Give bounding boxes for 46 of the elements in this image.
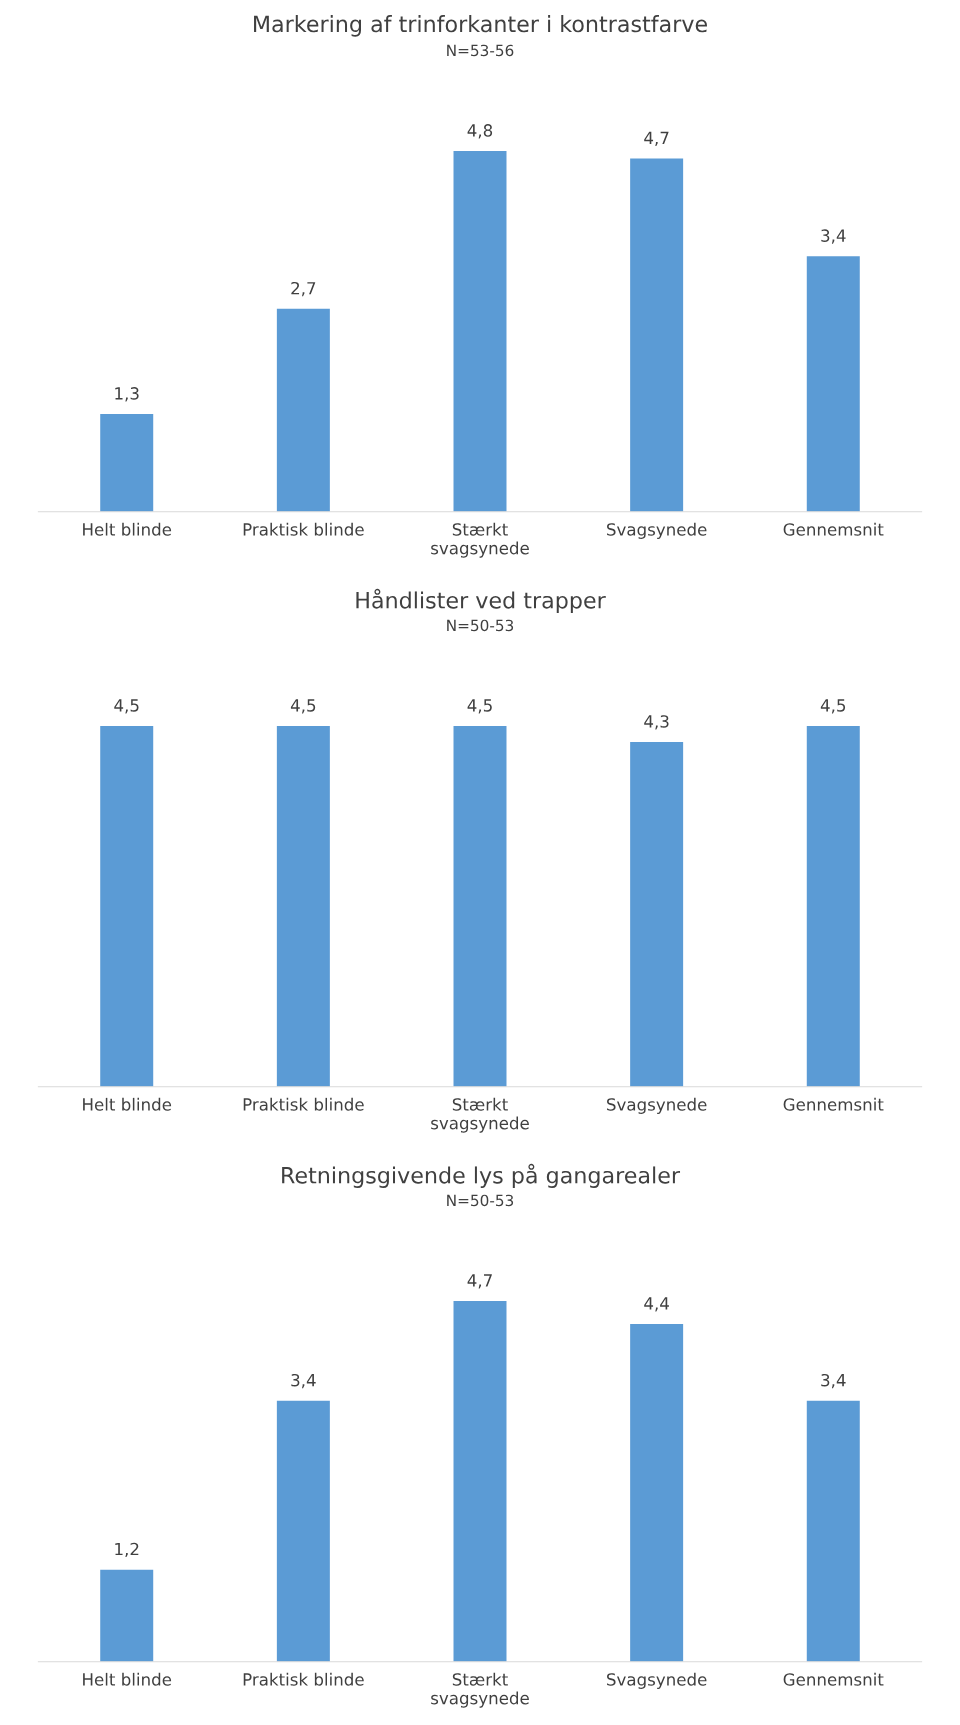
data-label: 3,4	[821, 229, 846, 244]
bar	[453, 1301, 507, 1662]
bar	[630, 1324, 684, 1662]
data-label: 4,3	[644, 715, 669, 730]
bar	[453, 151, 507, 512]
x-tick-label: Svagsynede	[607, 1097, 707, 1114]
data-label: 4,4	[644, 1297, 669, 1312]
chart-title: Markering af trinforkanter i kontrastfarve	[254, 15, 707, 37]
data-label: 4,7	[644, 131, 669, 146]
x-tick-label: Stærkt svagsynede	[431, 1672, 529, 1708]
data-label: 1,3	[115, 387, 139, 402]
x-tick-label: Praktisk blinde	[243, 522, 364, 536]
x-tick-label: Svagsynede	[607, 522, 707, 539]
x-tick-label: Svagsynede	[607, 1672, 707, 1689]
data-label: 4,5	[467, 699, 492, 714]
bar	[276, 308, 330, 512]
chart-subtitle: N=53-56	[447, 44, 514, 57]
chart-title: Retningsgivende lys på gangarealer	[282, 1163, 681, 1188]
x-tick-label: Stærkt svagsynede	[431, 1097, 529, 1133]
x-tick-label: Helt blinde	[83, 522, 172, 536]
chart-subtitle: N=50-53	[447, 1194, 514, 1207]
x-tick-label: Helt blinde	[83, 1097, 172, 1111]
x-tick-label: Praktisk blinde	[243, 1672, 364, 1686]
data-label: 4,5	[114, 699, 139, 714]
data-label: 3,4	[821, 1373, 846, 1389]
x-tick-label: Praktisk blinde	[243, 1097, 364, 1111]
x-tick-label: Helt blinde	[83, 1672, 172, 1686]
data-label: 4,8	[467, 124, 493, 139]
data-label: 1,2	[115, 1542, 139, 1558]
bar	[100, 1569, 154, 1662]
bar	[276, 1400, 330, 1662]
x-tick-label: Gennemsnit	[783, 522, 884, 536]
x-tick-label: Gennemsnit	[783, 1097, 884, 1111]
data-label: 4,7	[467, 1274, 492, 1289]
bar	[630, 158, 684, 512]
chart-subtitle: N=50-53	[447, 619, 514, 632]
bar	[806, 256, 860, 512]
chart-title: Håndlister ved trapper	[356, 588, 606, 613]
data-label: 3,4	[291, 1373, 316, 1389]
bar	[100, 414, 154, 512]
bar	[806, 1400, 860, 1662]
x-tick-label: Gennemsnit	[783, 1672, 884, 1686]
x-tick-label: Stærkt svagsynede	[431, 522, 529, 558]
data-label: 4,5	[290, 699, 316, 714]
data-label: 4,5	[820, 699, 846, 714]
data-label: 2,7	[291, 281, 316, 297]
